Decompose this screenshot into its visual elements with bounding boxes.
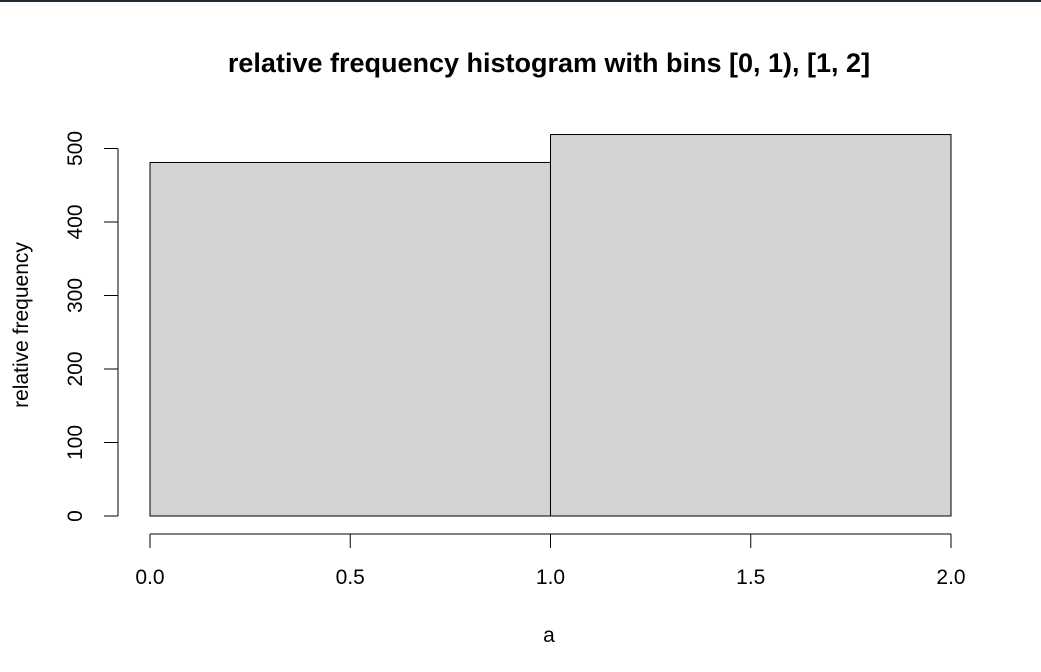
y-tick-label-2: 200	[64, 351, 87, 386]
bars-group	[149, 134, 952, 517]
window-top-border	[0, 0, 1041, 2]
y-tick-label-0: 0	[64, 510, 87, 522]
bar-1	[550, 134, 952, 517]
chart-title: relative frequency histogram with bins […	[228, 48, 870, 78]
x-tick-label-3: 1.5	[736, 566, 765, 589]
y-axis: 0 100 200 300 400 500	[64, 131, 119, 522]
x-axis: 0.0 0.5 1.0 1.5 2.0	[135, 533, 966, 589]
y-tick-label-4: 400	[64, 204, 87, 239]
bar-0	[149, 161, 551, 517]
y-tick-label-5: 500	[64, 131, 87, 166]
y-axis-label: relative frequency	[10, 242, 33, 408]
y-tick-label-1: 100	[64, 425, 87, 460]
x-tick-label-1: 0.5	[336, 566, 365, 589]
y-tick-label-3: 300	[64, 278, 87, 313]
x-axis-label: a	[543, 624, 555, 647]
x-tick-label-0: 0.0	[135, 566, 164, 589]
x-tick-label-4: 2.0	[936, 566, 965, 589]
x-tick-label-2: 1.0	[536, 566, 565, 589]
